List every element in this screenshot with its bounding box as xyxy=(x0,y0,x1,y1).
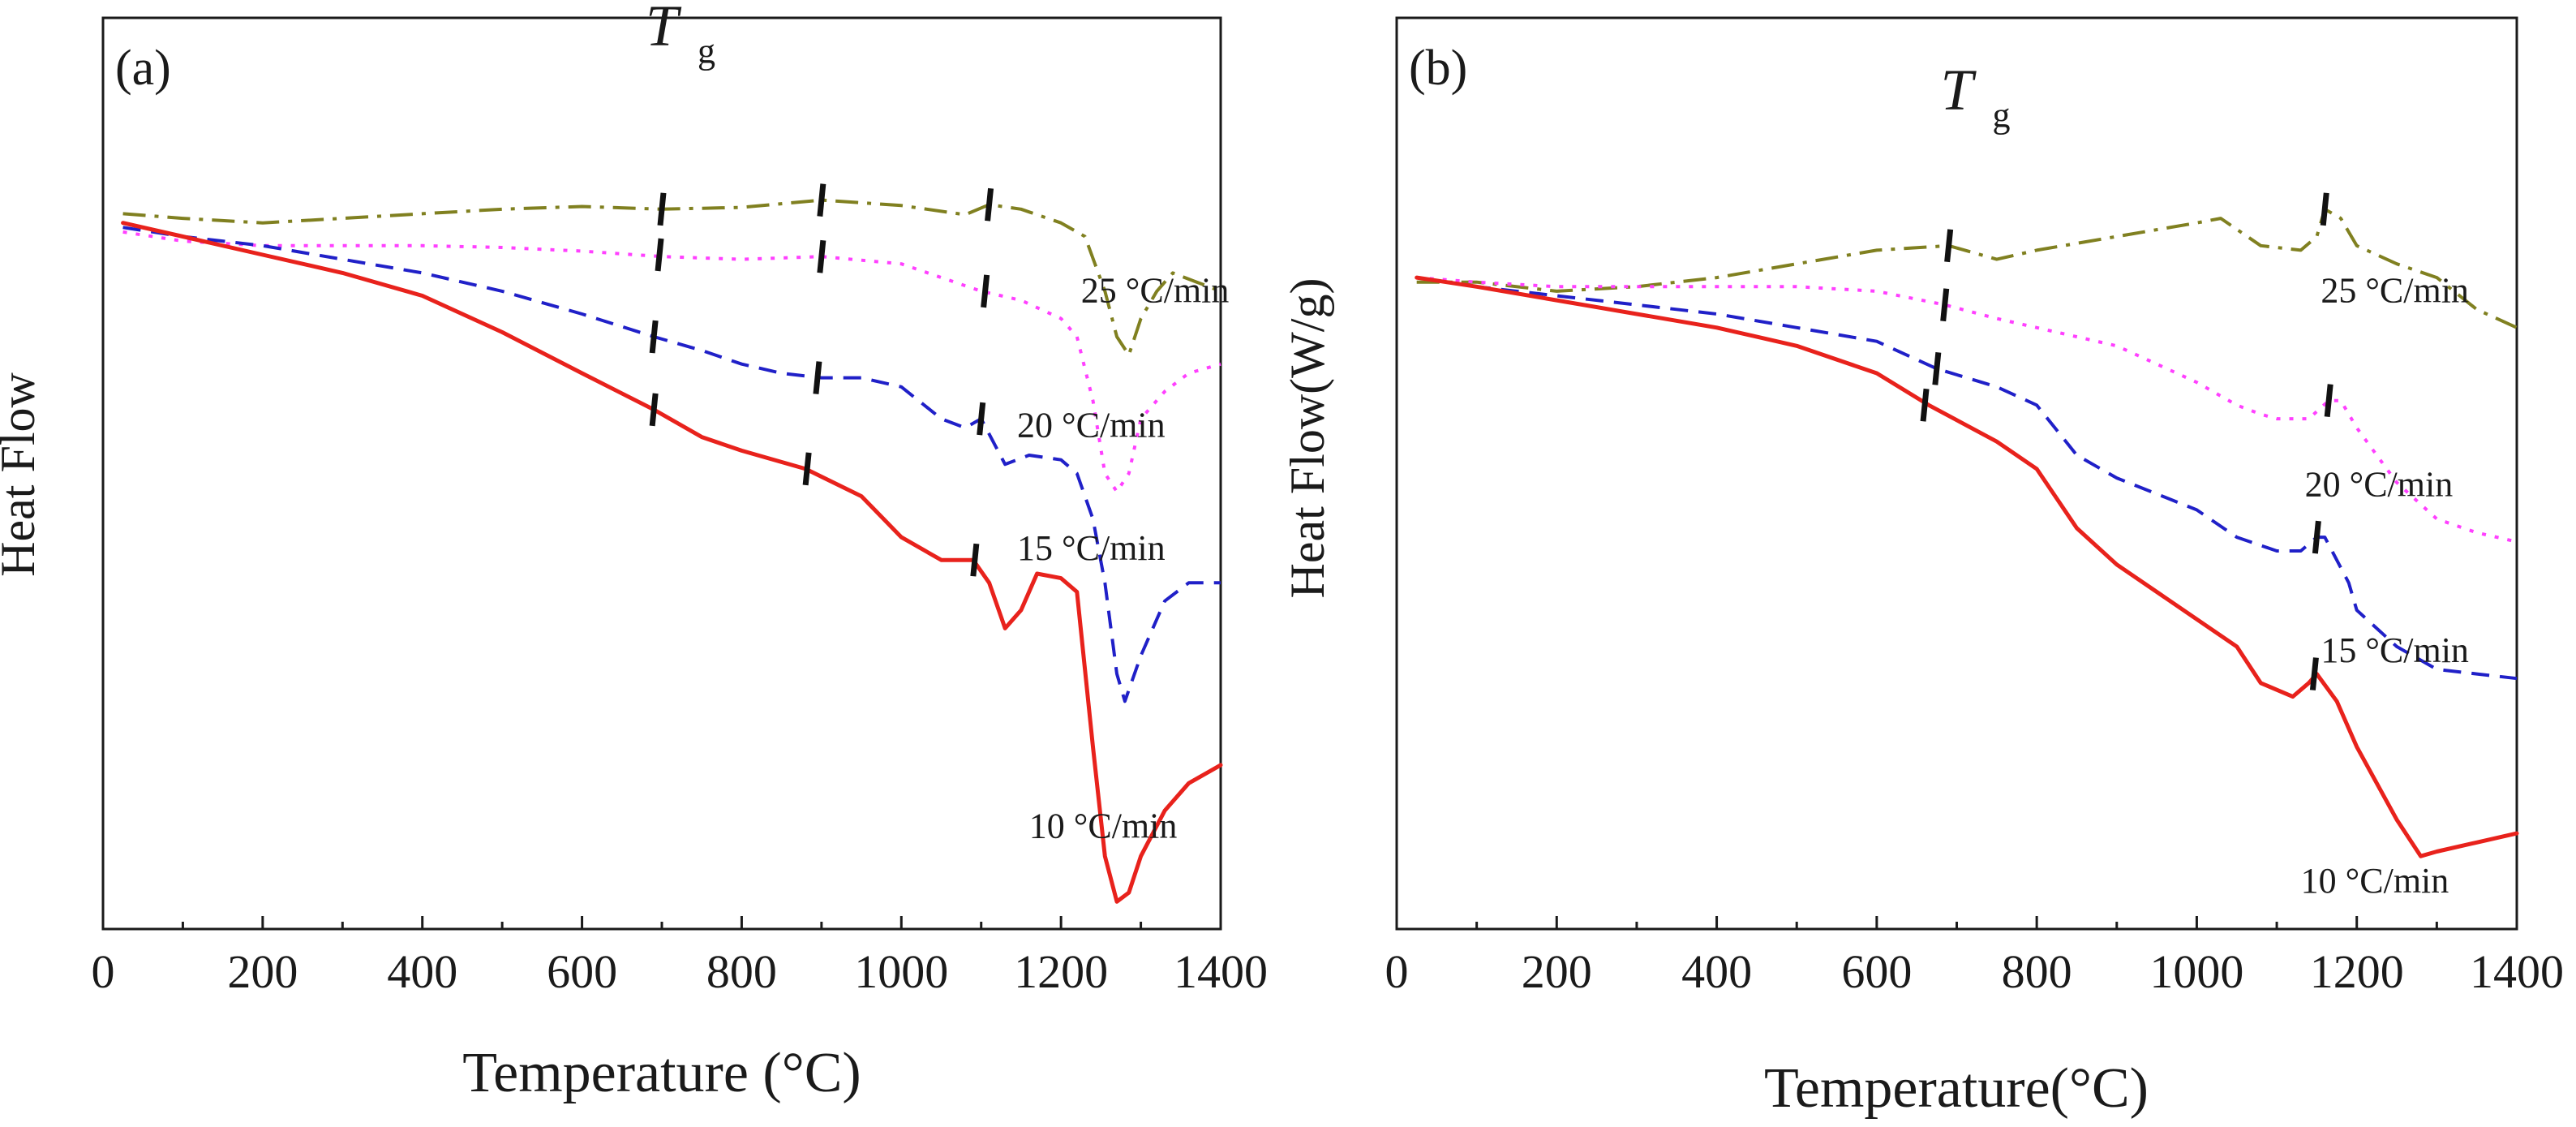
x-axis-label: Temperature (°C) xyxy=(462,1042,861,1104)
x-tick-label: 1400 xyxy=(1174,945,1268,998)
tg-tick-mark xyxy=(802,452,812,486)
series-rate-label: 25 °C/min xyxy=(2321,270,2469,310)
tg-tick-mark xyxy=(817,239,826,273)
x-tick-label: 200 xyxy=(227,945,298,998)
tg-tick-mark xyxy=(649,393,659,427)
tg-tick-mark xyxy=(813,361,822,394)
x-tick-label: 1200 xyxy=(2310,945,2404,998)
panel-label: (b) xyxy=(1409,41,1467,96)
series-line xyxy=(122,198,1221,357)
y-axis-label: Heat Flow(W/g) xyxy=(1281,278,1334,599)
series-15-c-per-min: 15 °C/min xyxy=(122,226,1221,703)
tg-annotation: T xyxy=(1940,57,1977,122)
tg-tick-mark xyxy=(2324,384,2333,418)
tg-tick-mark xyxy=(817,183,826,217)
x-tick-label: 600 xyxy=(547,945,617,998)
tg-tick-mark xyxy=(977,402,986,436)
series-15-c-per-min: 15 °C/min xyxy=(1416,276,2518,681)
series-10-c-per-min: 10 °C/min xyxy=(1415,275,2519,901)
x-tick-label: 0 xyxy=(1385,945,1409,998)
tg-tick-mark xyxy=(2320,192,2329,226)
tg-tick-mark xyxy=(657,192,667,226)
tg-tick-mark xyxy=(2312,520,2321,554)
tg-tick-mark xyxy=(970,543,980,577)
panel-b-heat-flow-chart: 0 200 400 600 800 1000 1200 1400 Temperature(°C)… xyxy=(1281,16,2564,1120)
tg-tick-mark xyxy=(649,320,659,354)
tg-tick-mark xyxy=(1920,388,1930,422)
plot-frame xyxy=(101,16,1222,931)
tg-tick-mark xyxy=(985,187,994,222)
x-tick-label: 400 xyxy=(387,945,457,998)
series-rate-label: 20 °C/min xyxy=(1017,406,1166,445)
series-25-c-per-min: 25 °C/min xyxy=(1416,192,2518,329)
x-tick-label: 0 xyxy=(92,945,115,998)
series-line xyxy=(122,230,1221,493)
series-line xyxy=(1416,276,2518,544)
tg-annotation: T xyxy=(646,0,682,58)
x-tick-label: 400 xyxy=(1681,945,1752,998)
series-25-c-per-min: 25 °C/min xyxy=(122,183,1230,357)
panel-label: (a) xyxy=(115,41,171,96)
x-axis-label: Temperature(°C) xyxy=(1764,1057,2149,1120)
series-10-c-per-min: 10 °C/min xyxy=(121,221,1223,904)
tg-tick-mark xyxy=(2309,657,2319,690)
x-tick-label: 200 xyxy=(1522,945,1592,998)
series-line xyxy=(1415,275,2519,858)
series-line xyxy=(1416,207,2518,329)
y-axis-label: Heat Flow xyxy=(0,372,45,577)
series-rate-label: 10 °C/min xyxy=(1029,807,1178,846)
series-line xyxy=(1416,276,2518,681)
tg-tick-mark xyxy=(1940,288,1950,322)
x-tick-label: 1000 xyxy=(2149,945,2243,998)
series-20-c-per-min: 20 °C/min xyxy=(122,230,1221,493)
series-20-c-per-min: 20 °C/min xyxy=(1416,276,2518,544)
tg-annotation-subscript: g xyxy=(698,32,715,71)
series-rate-label: 15 °C/min xyxy=(2321,630,2469,670)
x-tick-label: 800 xyxy=(706,945,777,998)
x-tick-label: 1400 xyxy=(2470,945,2564,998)
tg-annotation-subscript: g xyxy=(1993,95,2011,135)
series-line xyxy=(122,226,1221,703)
tg-tick-mark xyxy=(1932,352,1942,385)
tg-tick-mark xyxy=(1944,229,1954,263)
tg-tick-mark xyxy=(981,274,990,308)
x-tick-label: 1000 xyxy=(854,945,948,998)
x-tick-label: 600 xyxy=(1841,945,1912,998)
series-rate-label: 10 °C/min xyxy=(2301,861,2449,901)
series-rate-label: 20 °C/min xyxy=(2305,465,2454,505)
panel-a-heat-flow-chart: 0 200 400 600 800 1000 1200 1400 Temperature (°C… xyxy=(0,0,1268,1104)
series-rate-label: 25 °C/min xyxy=(1081,270,1230,310)
x-tick-label: 1200 xyxy=(1014,945,1108,998)
series-rate-label: 15 °C/min xyxy=(1017,528,1166,568)
tg-tick-mark xyxy=(655,238,664,272)
x-tick-label: 800 xyxy=(2002,945,2072,998)
